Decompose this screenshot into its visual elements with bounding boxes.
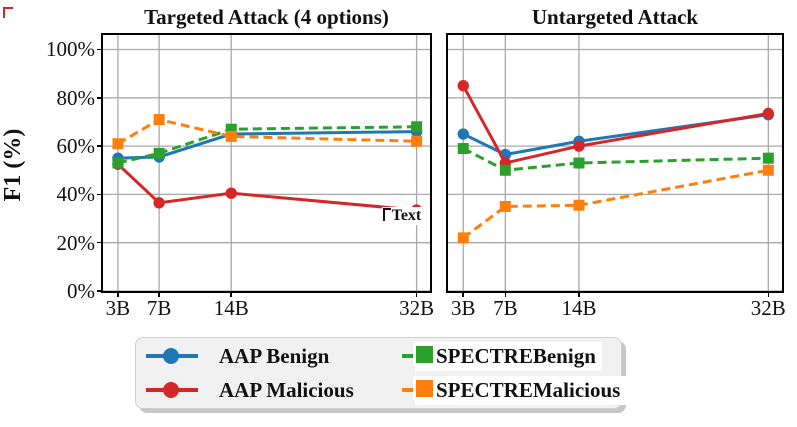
x-tick-label: 7B: [493, 296, 518, 320]
y-tick-label: 80%: [56, 85, 96, 110]
y-tick-label: 60%: [56, 134, 96, 159]
legend-entry-spectre-benign: SPECTREBenign: [402, 341, 626, 371]
x-tick-mark: [578, 293, 580, 297]
legend-marker-aap-benign: [146, 348, 198, 364]
y-tick-mark: [97, 96, 101, 99]
y-tick-mark: [97, 48, 101, 51]
x-tick-mark: [158, 293, 160, 297]
legend-entry-aap-benign: AAP Benign: [146, 341, 402, 371]
x-tick-mark: [504, 293, 507, 297]
y-tick-mark: [97, 290, 101, 292]
x-tick-mark: [462, 293, 465, 297]
panel-title-targeted: Targeted Attack (4 options): [144, 5, 389, 29]
x-tick-mark: [230, 293, 233, 297]
x-tick-label: 14B: [213, 296, 249, 320]
y-axis-label: F1 (%): [0, 128, 26, 202]
legend-marker-aap-malicious: [146, 382, 198, 398]
annotation-bracket-icon: [382, 208, 391, 222]
plot-panel-untargeted: [446, 33, 784, 293]
y-tick-label: 0%: [67, 279, 95, 303]
legend-entry-aap-malicious: AAP Malicious: [146, 375, 402, 405]
legend: AAP Benign SPECTREBenign AAP Malicious S…: [135, 337, 627, 409]
x-tick-mark: [117, 293, 119, 297]
legend-marker-spectre-benign: [402, 354, 415, 358]
annotation-text: Text: [381, 207, 424, 226]
y-tick-mark: [97, 241, 101, 244]
legend-entry-spectre-malicious: SPECTREMalicious: [402, 375, 627, 405]
y-tick-label: 40%: [56, 182, 96, 207]
y-tick-label: 20%: [56, 230, 96, 255]
panel-title-untargeted: Untargeted Attack: [531, 5, 699, 29]
x-tick-label: 14B: [561, 296, 597, 320]
legend-square-icon: [416, 379, 433, 397]
y-tick-label: 100%: [46, 37, 95, 62]
x-tick-label: 3B: [450, 296, 476, 320]
y-tick-mark: [97, 145, 101, 147]
y-tick-mark: [97, 193, 101, 196]
legend-square-icon: [416, 345, 433, 363]
x-tick-label: 32B: [750, 296, 786, 320]
x-tick-mark: [767, 293, 770, 297]
corner-mark: [3, 7, 13, 18]
x-tick-mark: [415, 293, 418, 297]
x-tick-label: 32B: [399, 296, 435, 320]
x-tick-label: 3B: [105, 296, 131, 320]
x-tick-label: 7B: [146, 296, 172, 320]
plot-panel-targeted: Text: [101, 33, 432, 293]
legend-marker-spectre-malicious: [402, 388, 415, 392]
